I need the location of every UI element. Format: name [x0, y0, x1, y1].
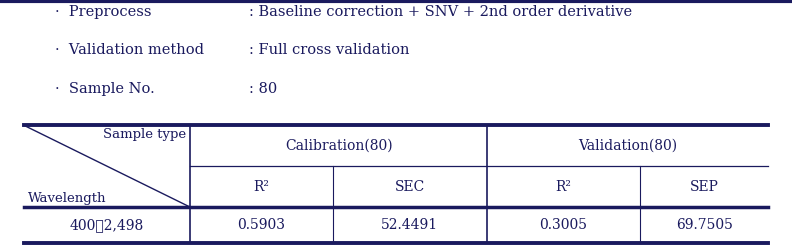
Text: : 80: : 80: [249, 82, 278, 96]
Text: Calibration(80): Calibration(80): [285, 139, 392, 153]
Text: ·  Validation method: · Validation method: [55, 43, 204, 57]
Text: 0.5903: 0.5903: [238, 218, 285, 232]
Text: SEP: SEP: [690, 180, 718, 194]
Text: Validation(80): Validation(80): [578, 139, 677, 153]
Text: : Full cross validation: : Full cross validation: [249, 43, 410, 57]
Text: SEC: SEC: [394, 180, 425, 194]
Text: 0.3005: 0.3005: [539, 218, 588, 232]
Text: ·  Preprocess: · Preprocess: [55, 5, 152, 19]
Text: 69.7505: 69.7505: [676, 218, 733, 232]
Text: : Baseline correction + SNV + 2nd order derivative: : Baseline correction + SNV + 2nd order …: [249, 5, 633, 19]
Text: Wavelength: Wavelength: [28, 192, 106, 205]
Text: Sample type: Sample type: [103, 128, 186, 141]
Text: R²: R²: [253, 180, 269, 194]
Text: R²: R²: [555, 180, 572, 194]
Text: ·  Sample No.: · Sample No.: [55, 82, 155, 96]
Text: 52.4491: 52.4491: [381, 218, 439, 232]
Text: 400～2,498: 400～2,498: [70, 218, 144, 232]
